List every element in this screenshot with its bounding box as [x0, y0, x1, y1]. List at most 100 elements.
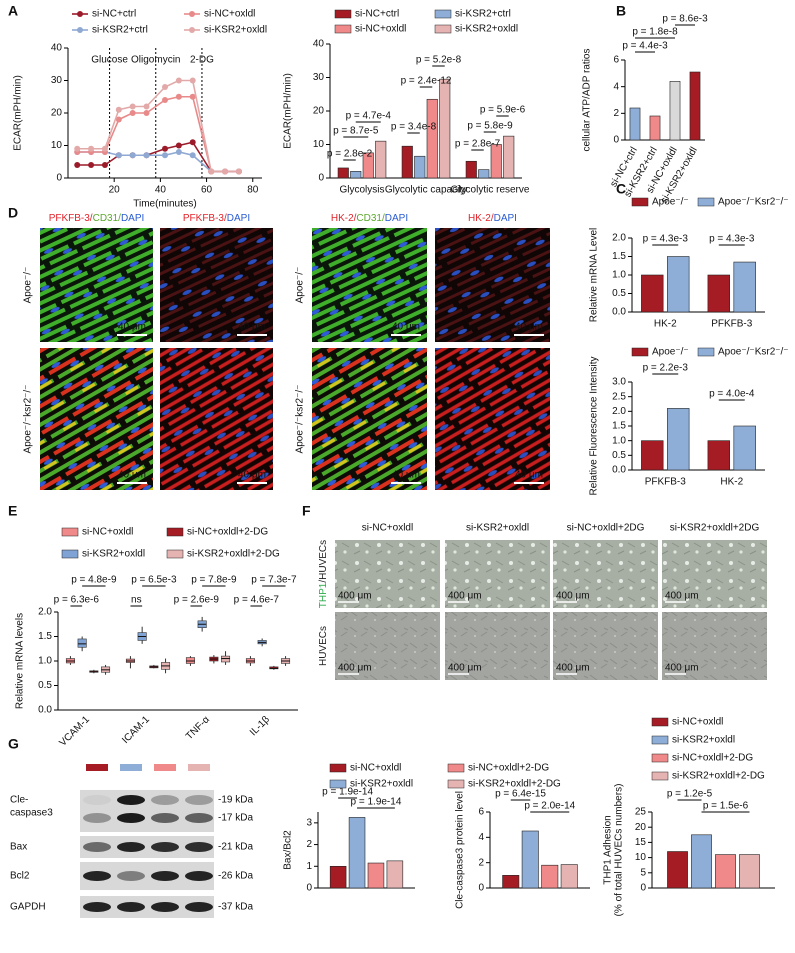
panel-label: G	[8, 736, 19, 752]
significance-label: p = 4.3e-3	[643, 234, 689, 245]
legend-label: si-KSR2+oxldl	[204, 25, 267, 36]
blot-band	[185, 795, 213, 805]
scale-bar-label: 40 μm	[515, 322, 543, 333]
y-tick-label: 0	[613, 135, 619, 146]
blot-band	[185, 813, 213, 823]
bar	[490, 144, 502, 179]
legend-swatch	[447, 779, 465, 789]
legend-label: si-KSR2+oxldl+2-DG	[468, 779, 561, 790]
scale-bar-label: 400 μm	[448, 591, 482, 602]
legend-label: si-NC+oxldl+2-DG	[468, 763, 549, 774]
panel-label: B	[616, 3, 626, 19]
scale-bar-label: 40 μm	[392, 322, 420, 333]
y-tick-label: 4	[613, 81, 619, 92]
bar	[739, 854, 760, 889]
micrograph	[335, 612, 440, 680]
legend-swatch	[447, 763, 465, 773]
x-tick-label: 20	[109, 185, 121, 196]
row-label: Apoe⁻/⁻	[295, 267, 306, 304]
significance-label: p = 5.9e-6	[480, 105, 526, 116]
micrograph	[553, 540, 658, 608]
legend-label: si-KSR2+ctrl	[92, 25, 148, 36]
scale-bar-label: 40 μm	[118, 322, 146, 333]
legend-swatch	[631, 347, 649, 357]
legend-label: si-KSR2+oxldl	[82, 549, 145, 560]
blot-label: caspase3	[10, 808, 53, 819]
bar	[667, 256, 690, 313]
legend-label: Apoe⁻/⁻Ksr2⁻/⁻	[718, 347, 789, 358]
x-tick-label: Glycolytic reserve	[451, 185, 530, 196]
y-tick-label: 0	[478, 883, 484, 894]
image-header: HK-2/CD31/DAPI	[331, 213, 408, 224]
legend-swatch	[697, 347, 715, 357]
y-tick-label: 15	[635, 837, 647, 848]
y-tick-label: 2.0	[38, 607, 52, 618]
kda-label: -37 kDa	[218, 902, 253, 913]
blot-strip	[80, 836, 214, 858]
lane-chip	[188, 764, 210, 771]
point	[115, 152, 122, 159]
image-header-part: CD31/	[356, 213, 385, 224]
bar	[707, 274, 730, 313]
image-header: PFKFB-3/DAPI	[183, 213, 250, 224]
bar	[465, 160, 477, 179]
row-label: THP1/HUVECs	[318, 540, 329, 608]
x-tick-label: TNF-α	[184, 714, 212, 742]
legend-label: si-NC+oxldl+2-DG	[672, 753, 753, 764]
point	[189, 77, 196, 84]
significance-label: p = 2.8e-2	[327, 149, 373, 160]
significance-label: p = 2.2e-3	[643, 363, 689, 374]
x-tick-label: Glycolytic capacity	[385, 185, 467, 196]
bar	[667, 851, 688, 889]
row-label-part: /HUVECs	[318, 540, 329, 583]
box	[77, 638, 87, 648]
significance-label: p = 4.8e-9	[71, 575, 117, 586]
image-header: si-NC+oxldl	[362, 523, 413, 534]
point	[175, 142, 182, 149]
image-header: si-KSR2+oxldl	[466, 523, 529, 534]
significance-label: p = 3.4e-8	[391, 122, 437, 133]
micrograph	[312, 348, 427, 490]
legend-swatch	[434, 9, 452, 19]
point	[129, 103, 136, 110]
bar	[641, 274, 664, 313]
significance-label: p = 4.4e-3	[622, 41, 668, 52]
blot-band	[185, 842, 213, 852]
significance-label: p = 1.8e-8	[632, 27, 678, 38]
legend-swatch	[651, 771, 669, 781]
row-label: Apoe⁻/⁻ksr2⁻/⁻	[295, 385, 306, 454]
y-tick-label: 1.5	[612, 421, 626, 432]
legend-label: si-NC+oxldl	[672, 717, 723, 728]
y-tick-label: 25	[635, 807, 647, 818]
kda-label: -26 kDa	[218, 871, 253, 882]
point	[162, 84, 168, 90]
image-header-part: HK-2/	[331, 213, 357, 224]
scale-bar-label: 40 μm	[515, 470, 543, 481]
lane-chip	[86, 764, 108, 771]
point	[208, 168, 215, 175]
significance-label: p = 7.3e-7	[251, 575, 297, 586]
y-tick-label: 20	[635, 822, 647, 833]
micrograph	[662, 612, 767, 680]
legend-swatch	[61, 527, 79, 537]
legend-label: si-KSR2+oxldl	[350, 779, 413, 790]
blot-band	[83, 902, 111, 912]
point	[129, 152, 136, 159]
point	[175, 93, 182, 100]
legend-label: si-NC+oxldl	[82, 527, 133, 538]
event-label: Oligomycin	[131, 55, 180, 66]
x-tick-label: VCAM-1	[57, 714, 92, 749]
micrograph	[662, 540, 767, 608]
legend-label: si-NC+oxldl	[350, 763, 401, 774]
significance-label: p = 1.9e-14	[322, 787, 373, 798]
micrograph	[40, 228, 153, 342]
significance-label: p = 4.6e-7	[234, 595, 280, 606]
panel-label: C	[616, 181, 626, 197]
y-tick-label: 6	[478, 807, 484, 818]
significance-label: p = 1.9e-14	[351, 797, 402, 808]
image-header-part: CD31/	[93, 213, 122, 224]
micrograph	[445, 612, 550, 680]
blot-label: Bcl2	[10, 871, 30, 882]
y-axis-label: THP1 Adhesion	[603, 815, 614, 885]
point	[235, 168, 242, 175]
